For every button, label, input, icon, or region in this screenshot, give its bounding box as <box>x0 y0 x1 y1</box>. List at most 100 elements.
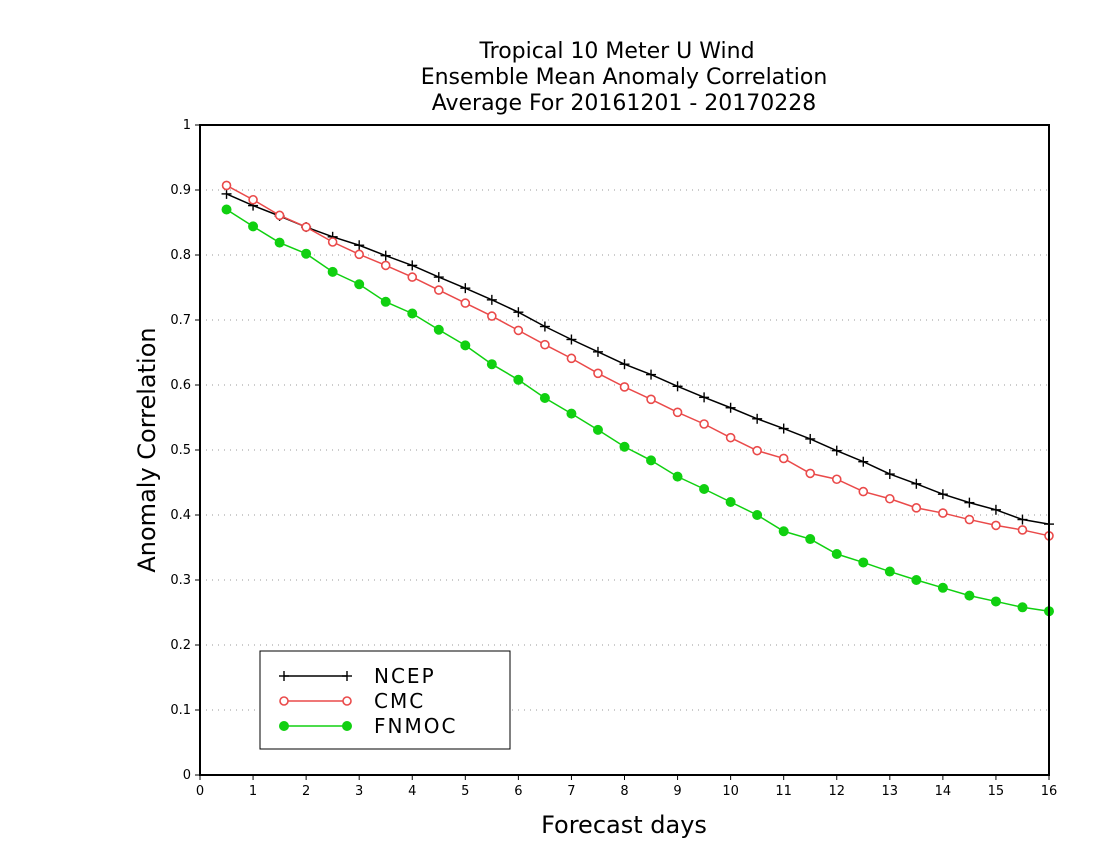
x-tick-label: 7 <box>567 784 575 799</box>
data-point-fnmoc <box>884 566 895 577</box>
data-point-fnmoc <box>619 441 630 452</box>
data-point-cmc <box>407 272 418 282</box>
data-point-fnmoc <box>433 324 444 335</box>
data-point-cmc <box>752 445 762 456</box>
x-tick-label: 9 <box>673 784 681 799</box>
data-point-fnmoc <box>911 575 922 585</box>
data-point-ncep <box>566 334 577 345</box>
x-tick-label: 12 <box>828 784 845 799</box>
data-point-cmc <box>619 382 630 392</box>
legend-marker-cmc <box>279 696 289 706</box>
x-axis: 0 1 2 3 4 5 6 7 8 9 10 11 12 13 14 15 16 <box>196 775 1057 799</box>
x-tick-label: 8 <box>620 784 628 799</box>
data-point-ncep <box>433 272 444 283</box>
x-tick-label: 2 <box>302 784 310 799</box>
data-point-fnmoc <box>513 374 524 385</box>
data-point-cmc <box>221 180 232 191</box>
chart-title-line-2: Ensemble Mean Anomaly Correlation <box>421 65 828 90</box>
data-point-ncep <box>964 497 975 508</box>
data-point-ncep <box>592 346 603 357</box>
data-point-fnmoc <box>592 424 603 435</box>
data-point-ncep <box>619 359 630 370</box>
legend-label-ncep: NCEP <box>374 664 436 688</box>
x-tick-label: 1 <box>249 784 257 799</box>
chart-title: Tropical 10 Meter U Wind Ensemble Mean A… <box>421 39 828 116</box>
legend-item-cmc: CMC <box>279 689 425 713</box>
x-tick-label: 3 <box>355 784 363 799</box>
x-tick-label: 5 <box>461 784 469 799</box>
data-point-cmc <box>885 493 895 504</box>
data-point-cmc <box>566 353 577 364</box>
data-point-ncep <box>460 283 471 294</box>
series-fnmoc <box>221 204 1054 617</box>
data-point-fnmoc <box>1017 602 1028 613</box>
data-point-ncep <box>831 445 842 456</box>
data-point-ncep <box>380 250 391 261</box>
data-point-fnmoc <box>672 471 683 482</box>
data-point-fnmoc <box>725 497 736 507</box>
data-point-fnmoc <box>646 455 657 466</box>
data-point-fnmoc <box>248 221 259 232</box>
data-point-fnmoc <box>274 237 285 248</box>
y-tick-label: 0.1 <box>170 703 191 718</box>
y-tick-label: 0.4 <box>170 508 191 523</box>
data-point-cmc <box>380 260 391 271</box>
data-point-fnmoc <box>407 308 418 319</box>
data-point-cmc <box>831 474 842 485</box>
data-point-cmc <box>301 222 311 232</box>
legend-label-fnmoc: FNMOC <box>374 714 457 738</box>
data-point-fnmoc <box>990 596 1001 607</box>
data-point-ncep <box>805 433 816 444</box>
data-point-cmc <box>460 298 471 308</box>
data-point-cmc <box>938 508 948 518</box>
data-point-cmc <box>725 432 736 443</box>
data-point-fnmoc <box>380 296 391 307</box>
data-point-fnmoc <box>301 248 312 259</box>
data-point-ncep <box>990 504 1001 515</box>
x-tick-label: 13 <box>882 784 899 799</box>
data-point-ncep <box>778 423 789 434</box>
data-point-ncep <box>858 456 869 467</box>
legend-label-cmc: CMC <box>374 689 425 713</box>
legend-marker-ncep <box>342 671 352 681</box>
y-tick-label: 0.8 <box>170 248 191 263</box>
legend-marker-ncep <box>279 671 289 681</box>
data-point-ncep <box>1017 514 1028 525</box>
series-line-cmc <box>226 184 1050 537</box>
data-point-ncep <box>884 469 895 480</box>
data-point-ncep <box>221 188 232 199</box>
data-point-ncep <box>911 478 922 489</box>
data-point-cmc <box>699 419 709 429</box>
series-layer <box>221 180 1054 617</box>
legend-item-fnmoc: FNMOC <box>279 714 457 738</box>
x-tick-label: 16 <box>1041 784 1058 799</box>
data-point-fnmoc <box>778 526 789 537</box>
data-point-cmc <box>991 520 1001 531</box>
legend-item-ncep: NCEP <box>279 664 436 688</box>
data-point-ncep <box>354 240 365 251</box>
data-point-fnmoc <box>566 408 577 419</box>
data-point-fnmoc <box>221 204 232 215</box>
y-tick-label: 0.2 <box>170 638 191 653</box>
y-tick-label: 0.7 <box>170 313 191 328</box>
y-tick-label: 1 <box>183 118 191 133</box>
x-tick-label: 15 <box>988 784 1005 799</box>
legend-marker-fnmoc <box>342 721 352 731</box>
series-cmc <box>221 180 1054 541</box>
data-point-cmc <box>911 503 922 513</box>
data-point-ncep <box>937 489 948 500</box>
x-tick-label: 14 <box>935 784 952 799</box>
chart-title-line-3: Average For 20161201 - 20170228 <box>432 91 817 116</box>
data-point-cmc <box>354 249 364 260</box>
x-tick-label: 4 <box>408 784 416 799</box>
data-point-cmc <box>1017 525 1028 535</box>
x-tick-label: 0 <box>196 784 204 799</box>
data-point-ncep <box>752 413 763 424</box>
data-point-fnmoc <box>327 266 338 277</box>
y-tick-label: 0.9 <box>170 183 191 198</box>
data-point-ncep <box>486 294 497 305</box>
data-point-ncep <box>407 260 418 271</box>
data-point-fnmoc <box>486 359 497 370</box>
